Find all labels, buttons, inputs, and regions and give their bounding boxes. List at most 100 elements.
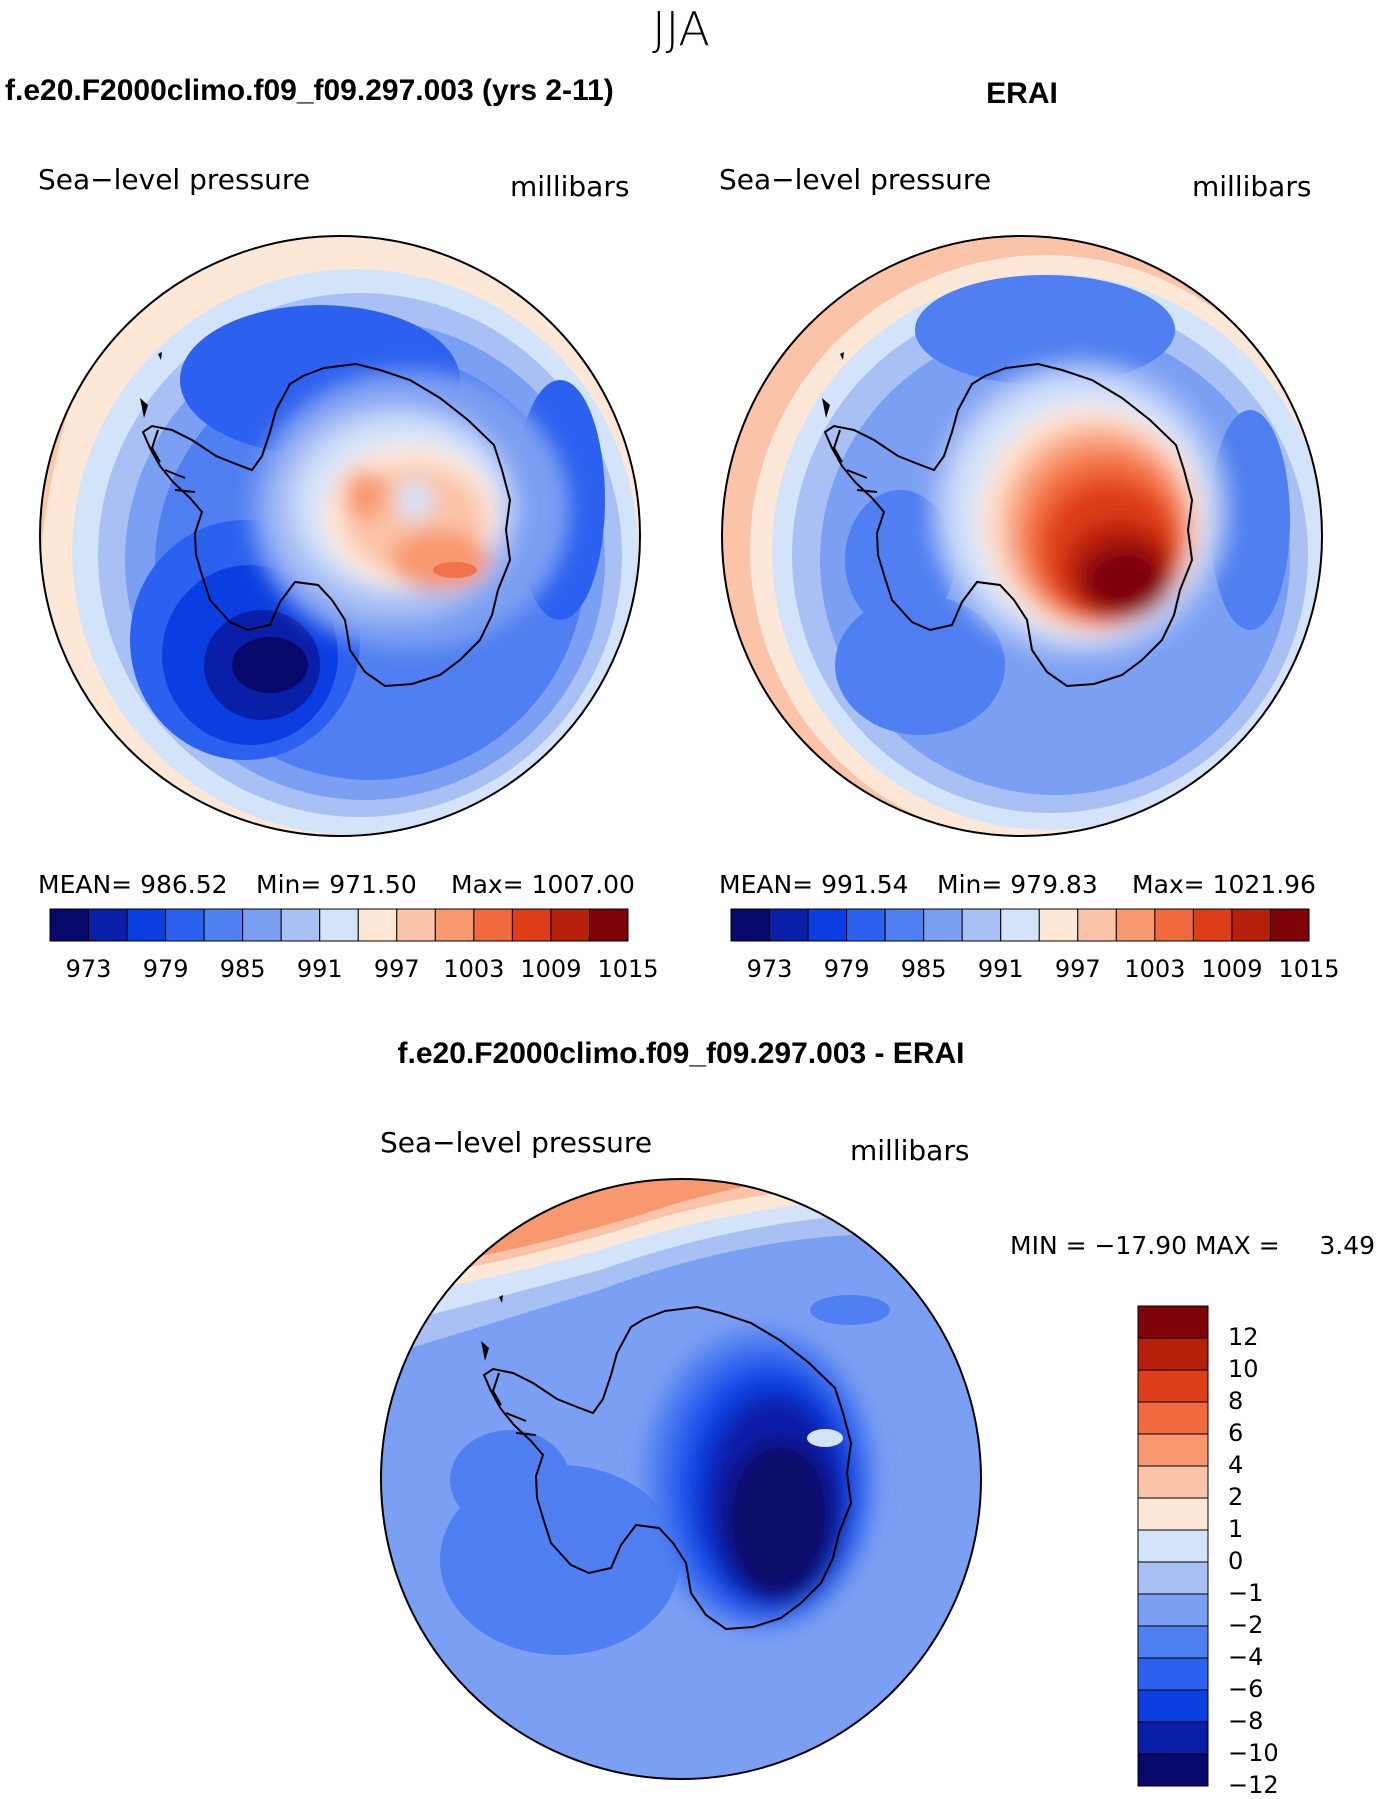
panel1-colorbar-swatch-6 bbox=[280, 908, 321, 942]
panel3-right-label: millibars bbox=[850, 1134, 969, 1167]
panel1-colorbar-tick-label: 973 bbox=[66, 955, 112, 983]
panel3-colorbar-tick-label: 0 bbox=[1228, 1547, 1243, 1575]
panel2-stats: MEAN= 991.54 Min= 979.83 Max= 1021.96 bbox=[719, 870, 1316, 899]
panel1-colorbar: 973 979 985 991 997 1003 1009 1015 bbox=[49, 908, 659, 983]
panel3-colorbar-swatch-13 bbox=[1137, 1721, 1209, 1755]
panel1-colorbar-tick-label: 1009 bbox=[520, 955, 581, 983]
panel2-colorbar-swatch-13 bbox=[1231, 908, 1271, 942]
panel2-colorbar-tick-label: 985 bbox=[901, 955, 947, 983]
panel2-colorbar-swatch-0 bbox=[730, 908, 771, 942]
panel3-colorbar-swatch-8 bbox=[1137, 1561, 1209, 1595]
panel2-colorbar-tick-label: 973 bbox=[747, 955, 793, 983]
panel2-colorbar-tick-label: 979 bbox=[824, 955, 870, 983]
panel1-right-label: millibars bbox=[510, 170, 629, 203]
panel1-colorbar-swatch-9 bbox=[396, 908, 436, 942]
panel2-colorbar: 973 979 985 991 997 1003 1009 1015 bbox=[730, 908, 1340, 983]
panel1-colorbar-swatch-11 bbox=[473, 908, 513, 942]
panel2-colorbar-swatch-5 bbox=[923, 908, 963, 942]
panel2-min: Min= 979.83 bbox=[937, 870, 1098, 899]
panel1-colorbar-swatch-4 bbox=[203, 908, 244, 942]
panel1-colorbar-swatch-1 bbox=[88, 908, 128, 942]
panel1-mean: MEAN= 986.52 bbox=[38, 870, 228, 899]
panel3-colorbar-tick-label: −1 bbox=[1228, 1579, 1263, 1607]
panel3-colorbar-swatch-7 bbox=[1137, 1529, 1209, 1563]
panel3-colorbar-tick-label: 2 bbox=[1228, 1483, 1243, 1511]
panel2-colorbar-swatch-6 bbox=[961, 908, 1002, 942]
panel3-colorbar-tick-label: −2 bbox=[1228, 1611, 1263, 1639]
panel1-map bbox=[39, 235, 641, 837]
panel2-colorbar-swatch-4 bbox=[884, 908, 925, 942]
panel1-colorbar-tick-label: 1015 bbox=[597, 955, 658, 983]
panel1-max: Max= 1007.00 bbox=[451, 870, 635, 899]
panel1-colorbar-tick-label: 991 bbox=[297, 955, 343, 983]
panel3-colorbar-swatch-3 bbox=[1137, 1401, 1209, 1435]
panel2-left-label: Sea−level pressure bbox=[719, 163, 991, 196]
panel2-colorbar-swatch-10 bbox=[1115, 908, 1156, 942]
panel2-colorbar-swatch-9 bbox=[1077, 908, 1117, 942]
panel3-colorbar-tick-label: −8 bbox=[1228, 1707, 1263, 1735]
panel3-colorbar-tick-label: 6 bbox=[1228, 1419, 1243, 1447]
panel3-map bbox=[380, 1178, 982, 1780]
panel1-colorbar-swatch-3 bbox=[165, 908, 205, 942]
panel3-colorbar-tick-label: −10 bbox=[1228, 1739, 1279, 1767]
panel3-colorbar-tick-label: 4 bbox=[1228, 1451, 1243, 1479]
panel1-min: Min= 971.50 bbox=[256, 870, 417, 899]
panel3-colorbar-tick-label: −4 bbox=[1228, 1643, 1263, 1671]
panel1-title: f.e20.F2000climo.f09_f09.297.003 (yrs 2-… bbox=[5, 74, 614, 107]
panel3-colorbar-swatch-10 bbox=[1137, 1625, 1209, 1659]
panel3-colorbar-swatch-5 bbox=[1137, 1465, 1209, 1499]
panel3-colorbar-swatch-1 bbox=[1137, 1337, 1209, 1371]
panel3-colorbar-tick-label: −6 bbox=[1228, 1675, 1263, 1703]
panel2-colorbar-swatch-11 bbox=[1154, 908, 1194, 942]
panel2-title: ERAI bbox=[986, 77, 1058, 110]
panel2-colorbar-swatch-1 bbox=[769, 908, 809, 942]
panel1-colorbar-tick-label: 997 bbox=[374, 955, 420, 983]
panel2-colorbar-swatch-7 bbox=[1000, 908, 1040, 942]
panel2-max: Max= 1021.96 bbox=[1132, 870, 1316, 899]
panel2-colorbar-swatch-12 bbox=[1192, 908, 1233, 942]
panel2-colorbar-tick-label: 991 bbox=[978, 955, 1024, 983]
panel1-colorbar-swatch-5 bbox=[242, 908, 282, 942]
panel3-colorbar-swatch-12 bbox=[1137, 1689, 1209, 1723]
panel3-colorbar-swatch-4 bbox=[1137, 1433, 1209, 1467]
panel3-colorbar-tick-label: 1 bbox=[1228, 1515, 1243, 1543]
panel1-colorbar-swatch-8 bbox=[357, 908, 398, 942]
panel3-colorbar-swatch-14 bbox=[1137, 1753, 1209, 1787]
panel3-colorbar-swatch-6 bbox=[1137, 1497, 1209, 1531]
panel2-colorbar-swatch-8 bbox=[1038, 908, 1079, 942]
panel2-colorbar-tick-label: 1009 bbox=[1201, 955, 1262, 983]
panel3-colorbar-swatch-0 bbox=[1137, 1305, 1209, 1339]
panel3-left-label: Sea−level pressure bbox=[380, 1126, 652, 1159]
panel1-colorbar-swatch-13 bbox=[550, 908, 590, 942]
panel3-colorbar-swatch-2 bbox=[1137, 1369, 1209, 1403]
panel1-colorbar-swatch-12 bbox=[511, 908, 552, 942]
panel1-colorbar-swatch-14 bbox=[588, 908, 629, 942]
panel3-colorbar-swatch-9 bbox=[1137, 1593, 1209, 1627]
panel3-title: f.e20.F2000climo.f09_f09.297.003 - ERAI bbox=[398, 1037, 965, 1070]
panel2-colorbar-swatch-2 bbox=[807, 908, 848, 942]
panel3-colorbar-tick-label: 12 bbox=[1228, 1323, 1259, 1351]
panel1-left-label: Sea−level pressure bbox=[38, 163, 310, 196]
panel1-colorbar-swatch-2 bbox=[126, 908, 167, 942]
panel1-stats: MEAN= 986.52 Min= 971.50 Max= 1007.00 bbox=[38, 870, 635, 899]
panel3-colorbar-tick-label: 10 bbox=[1228, 1355, 1259, 1383]
panel1-colorbar-tick-label: 985 bbox=[220, 955, 266, 983]
panel1-colorbar-tick-label: 979 bbox=[143, 955, 189, 983]
panel3-colorbar-tick-label: 8 bbox=[1228, 1387, 1243, 1415]
panel1-colorbar-swatch-10 bbox=[434, 908, 475, 942]
panel3-minmax: MIN = −17.90 MAX = 3.49 bbox=[1010, 1231, 1375, 1260]
panel2-mean: MEAN= 991.54 bbox=[719, 870, 909, 899]
panel2-colorbar-tick-label: 1003 bbox=[1124, 955, 1185, 983]
panel2-right-label: millibars bbox=[1192, 170, 1311, 203]
panel2-map bbox=[721, 235, 1323, 837]
panel1-colorbar-tick-label: 1003 bbox=[443, 955, 504, 983]
panel2-colorbar-swatch-3 bbox=[846, 908, 886, 942]
panel2-colorbar-swatch-14 bbox=[1269, 908, 1310, 942]
panel3-colorbar-swatch-11 bbox=[1137, 1657, 1209, 1691]
panel1-colorbar-swatch-7 bbox=[319, 908, 359, 942]
supertitle: JJA bbox=[652, 2, 710, 56]
panel1-colorbar-swatch-0 bbox=[49, 908, 90, 942]
panel2-colorbar-tick-label: 1015 bbox=[1278, 955, 1339, 983]
